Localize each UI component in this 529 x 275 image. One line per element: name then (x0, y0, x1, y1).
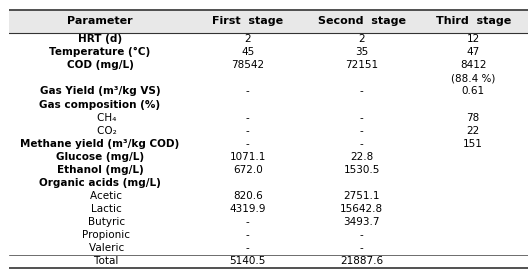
Text: 22: 22 (467, 126, 480, 136)
Text: CO₂: CO₂ (84, 126, 116, 136)
Bar (10, 10, 527, 33)
Text: Butyric: Butyric (75, 217, 125, 227)
Text: 5140.5: 5140.5 (230, 256, 266, 266)
Text: -: - (246, 113, 250, 123)
Text: Total: Total (81, 256, 118, 266)
Text: HRT (d): HRT (d) (78, 34, 122, 44)
Text: -: - (360, 87, 363, 97)
Text: 15642.8: 15642.8 (340, 204, 384, 214)
Text: -: - (246, 87, 250, 97)
Text: 0.61: 0.61 (462, 87, 485, 97)
Text: Methane yield (m³/kg COD): Methane yield (m³/kg COD) (20, 139, 180, 149)
Text: First  stage: First stage (212, 16, 283, 26)
Text: 78542: 78542 (231, 60, 264, 70)
Text: Parameter: Parameter (67, 16, 133, 26)
Text: -: - (360, 126, 363, 136)
Text: Valeric: Valeric (76, 243, 124, 253)
Text: 1530.5: 1530.5 (343, 165, 380, 175)
Text: Ethanol (mg/L): Ethanol (mg/L) (57, 165, 143, 175)
Text: Gas Yield (m³/kg VS): Gas Yield (m³/kg VS) (40, 87, 160, 97)
Text: -: - (246, 243, 250, 253)
Text: Third  stage: Third stage (435, 16, 511, 26)
Text: -: - (246, 217, 250, 227)
Text: 2751.1: 2751.1 (343, 191, 380, 201)
Text: -: - (246, 230, 250, 240)
Text: -: - (360, 139, 363, 149)
Text: 22.8: 22.8 (350, 152, 373, 162)
Text: Temperature (°C): Temperature (°C) (49, 47, 151, 57)
Text: 8412: 8412 (460, 60, 487, 70)
Text: -: - (360, 230, 363, 240)
Text: 820.6: 820.6 (233, 191, 262, 201)
Text: 1071.1: 1071.1 (230, 152, 266, 162)
Text: 151: 151 (463, 139, 483, 149)
Text: 3493.7: 3493.7 (343, 217, 380, 227)
Text: Propionic: Propionic (69, 230, 131, 240)
Text: 35: 35 (355, 47, 368, 57)
Text: Second  stage: Second stage (318, 16, 406, 26)
Text: 78: 78 (467, 113, 480, 123)
Text: 45: 45 (241, 47, 254, 57)
Text: 21887.6: 21887.6 (340, 256, 384, 266)
Text: Gas composition (%): Gas composition (%) (40, 100, 160, 109)
Text: 2: 2 (359, 34, 365, 44)
Text: 72151: 72151 (345, 60, 378, 70)
Text: COD (mg/L): COD (mg/L) (67, 60, 133, 70)
Text: 12: 12 (467, 34, 480, 44)
Text: Lactic: Lactic (78, 204, 122, 214)
Text: 2: 2 (244, 34, 251, 44)
Text: 47: 47 (467, 47, 480, 57)
Text: -: - (246, 139, 250, 149)
Text: 4319.9: 4319.9 (230, 204, 266, 214)
Text: -: - (246, 126, 250, 136)
Text: Acetic: Acetic (77, 191, 123, 201)
Text: -: - (360, 113, 363, 123)
Text: CH₄: CH₄ (84, 113, 116, 123)
Text: Glucose (mg/L): Glucose (mg/L) (56, 152, 144, 162)
Text: (88.4 %): (88.4 %) (451, 73, 495, 83)
Text: 672.0: 672.0 (233, 165, 262, 175)
Text: Organic acids (mg/L): Organic acids (mg/L) (39, 178, 161, 188)
Text: -: - (360, 243, 363, 253)
